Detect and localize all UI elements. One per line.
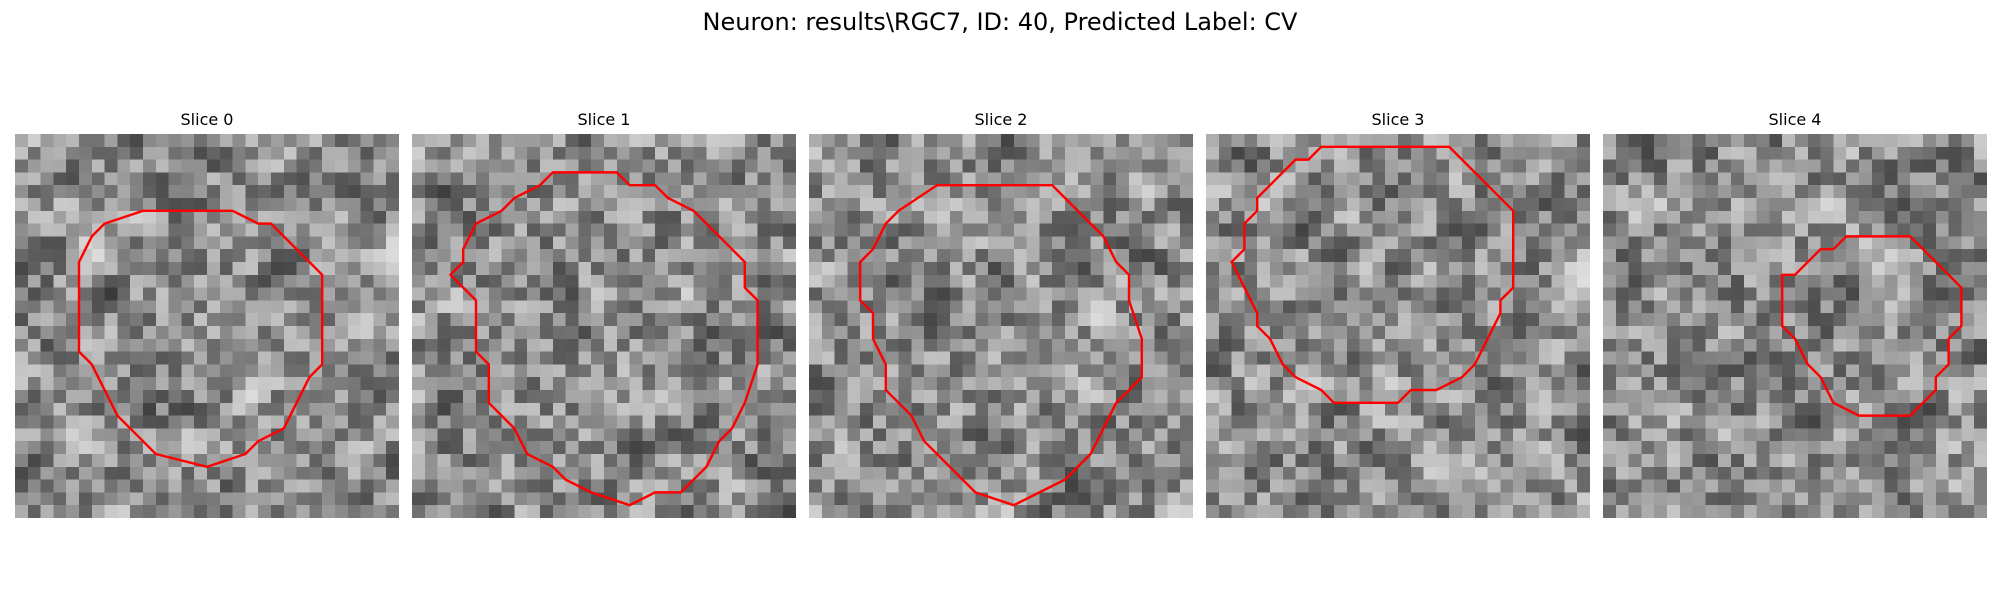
slice-2-contour [858, 183, 1144, 507]
slice-1-contour-overlay [449, 171, 759, 507]
slice-2-contour-overlay [858, 183, 1144, 507]
slice-1-title: Slice 1 [577, 110, 631, 129]
slice-2-title: Slice 2 [974, 110, 1028, 129]
slice-3-title: Slice 3 [1371, 110, 1425, 129]
slice-3-contour-overlay [1230, 145, 1515, 405]
slice-1-contour [449, 171, 759, 507]
figure-title: Neuron: results\RGC7, ID: 40, Predicted … [702, 8, 1298, 36]
slice-3-image [1206, 134, 1590, 518]
slice-0-title: Slice 0 [180, 110, 234, 129]
slice-0-contour-overlay [77, 209, 324, 469]
slice-0-contour [77, 209, 324, 469]
slice-4-title: Slice 4 [1768, 110, 1822, 129]
slice-4-image [1603, 134, 1987, 518]
slice-4-contour-overlay [1780, 235, 1963, 417]
slice-4-contour [1780, 235, 1963, 417]
slice-3-contour [1230, 145, 1515, 405]
